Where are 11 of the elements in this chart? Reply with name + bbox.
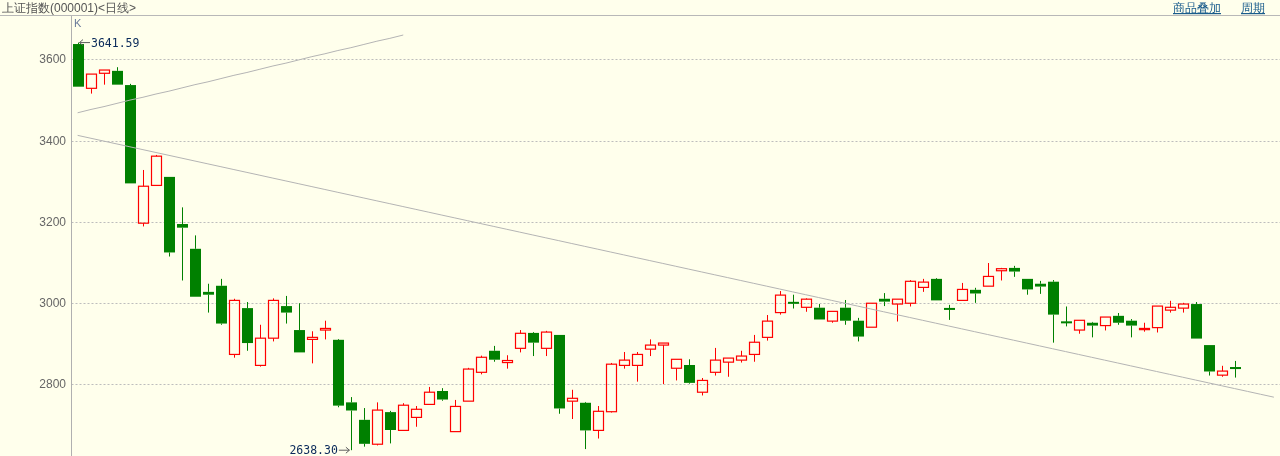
chart-title: 上证指数(000001)<日线> bbox=[2, 1, 137, 15]
y-tick-label: 3200 bbox=[39, 214, 67, 229]
y-tick-label: 3600 bbox=[39, 52, 67, 67]
annotation: K bbox=[74, 17, 82, 29]
y-tick-label: 3000 bbox=[39, 296, 67, 311]
annotation: 3641.59 bbox=[91, 35, 140, 50]
annotation: 2638.30 bbox=[289, 443, 338, 456]
y-tick-label: 2800 bbox=[39, 377, 67, 392]
y-tick-label: 3400 bbox=[39, 133, 67, 148]
text: 商品叠加 bbox=[1173, 1, 1221, 15]
text: 周期 bbox=[1241, 1, 1265, 15]
